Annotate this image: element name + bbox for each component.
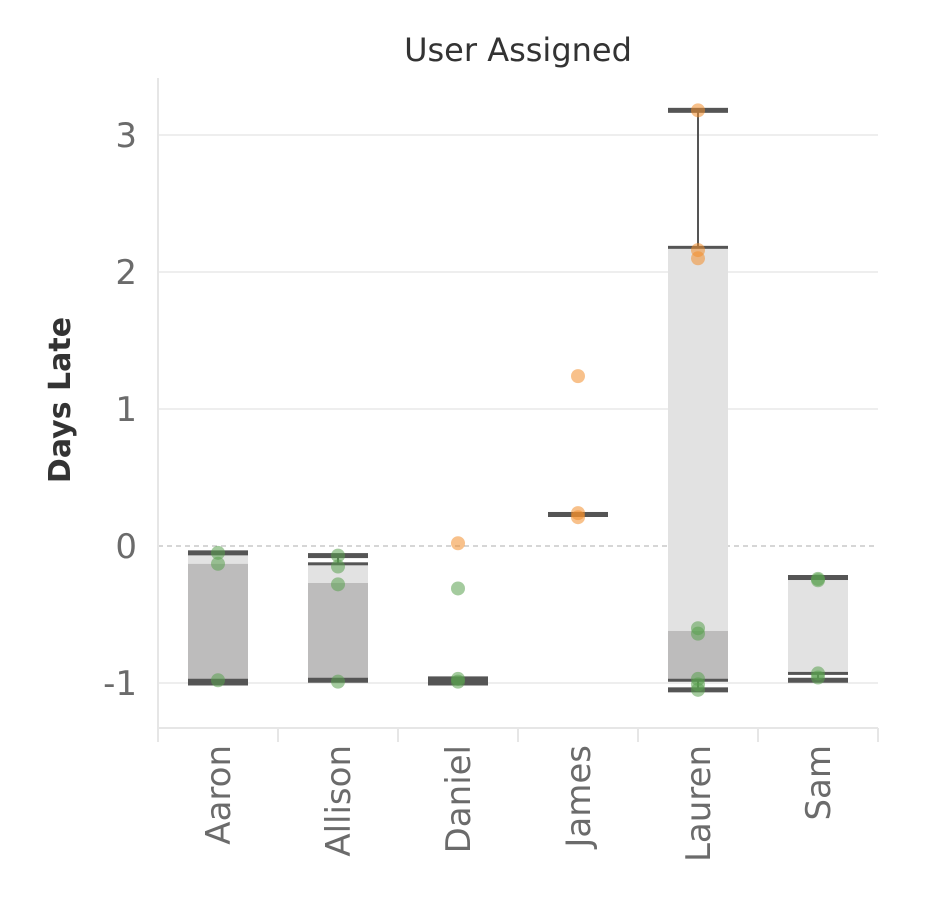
chart-title: User Assigned [404,31,632,69]
point-allison [331,548,345,563]
box-lower-half [188,563,248,681]
y-tick-label: 1 [115,390,137,430]
point-lauren [691,626,705,641]
point-allison [331,559,345,574]
x-tick-label: Allison [319,745,359,857]
point-lauren [691,103,705,118]
point-lauren [691,251,705,266]
point-daniel [451,581,465,596]
y-tick-label: 2 [115,253,137,293]
y-tick-label: 3 [115,116,137,156]
point-aaron [211,556,225,571]
x-tick-label: Sam [799,745,839,821]
point-james [571,510,585,525]
x-tick-label: Daniel [439,745,479,853]
box-lower-half [308,582,368,681]
point-allison [331,577,345,592]
box-upper-half [668,247,728,631]
data-points [211,103,825,697]
box-plots [188,107,848,693]
point-sam [811,670,825,685]
x-tick-label: James [559,745,599,850]
y-axis-label: Days Late [43,317,78,483]
point-daniel [451,536,465,551]
x-tick-labels: Aaron Allison Daniel James Lauren Sam [199,745,839,862]
point-lauren [691,682,705,697]
box-lauren [668,107,728,693]
gridlines [158,134,878,684]
x-tick-label: Aaron [199,745,239,845]
y-tick-labels: -1 0 1 2 3 [103,116,137,704]
axes [157,78,879,742]
y-tick-label: -1 [103,664,137,704]
x-tick-label: Lauren [679,745,719,862]
box-upper-half [788,577,848,674]
point-aaron [211,673,225,688]
point-aaron [211,545,225,560]
y-tick-label: 0 [115,527,137,567]
point-daniel [451,674,465,689]
point-james [571,369,585,384]
point-allison [331,674,345,689]
point-sam [811,573,825,588]
